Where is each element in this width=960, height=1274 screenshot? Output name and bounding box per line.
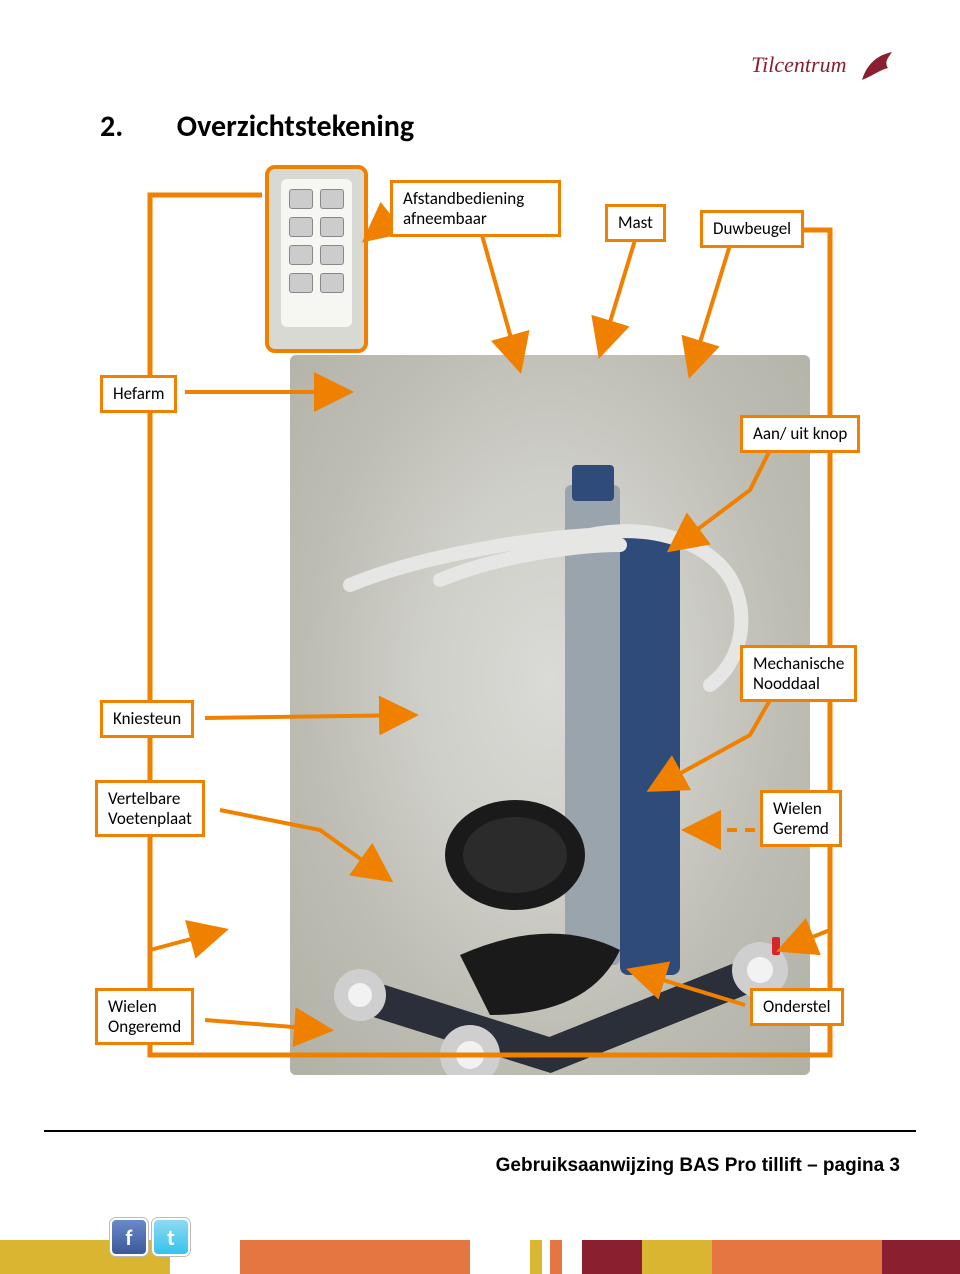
label-duwbeugel: Duwbeugel — [700, 210, 804, 248]
heading-number: 2. — [100, 108, 170, 145]
overview-diagram: Afstandbediening afneembaar Mast Duwbeug… — [90, 160, 870, 1080]
label-nooddaal: Mechanische Nooddaal — [740, 645, 857, 702]
label-wielen-ongeremd: Wielen Ongeremd — [95, 988, 194, 1045]
footer-rule — [44, 1130, 916, 1132]
brand-logo: Tilcentrum — [751, 50, 900, 84]
label-aanuit: Aan/ uit knop — [740, 415, 860, 453]
label-wielen-geremd: Wielen Geremd — [760, 790, 842, 847]
social-icons: f t — [110, 1218, 190, 1256]
brand-text: Tilcentrum — [751, 52, 846, 77]
heading-text: Overzichtstekening — [177, 108, 414, 145]
footer-text: Gebruiksaanwijzing BAS Pro tillift – pag… — [496, 1155, 900, 1177]
label-mast: Mast — [605, 204, 666, 242]
label-kniesteun: Kniesteun — [100, 700, 194, 738]
callout-lines — [90, 160, 870, 1080]
brand-icon — [858, 50, 900, 84]
facebook-icon: f — [110, 1218, 148, 1256]
label-afstandbediening: Afstandbediening afneembaar — [390, 180, 561, 237]
label-voetenplaat: Vertelbare Voetenplaat — [95, 780, 205, 837]
label-onderstel: Onderstel — [750, 988, 844, 1026]
label-hefarm: Hefarm — [100, 375, 177, 413]
section-heading: 2. Overzichtstekening — [100, 108, 414, 145]
twitter-icon: t — [152, 1218, 190, 1256]
